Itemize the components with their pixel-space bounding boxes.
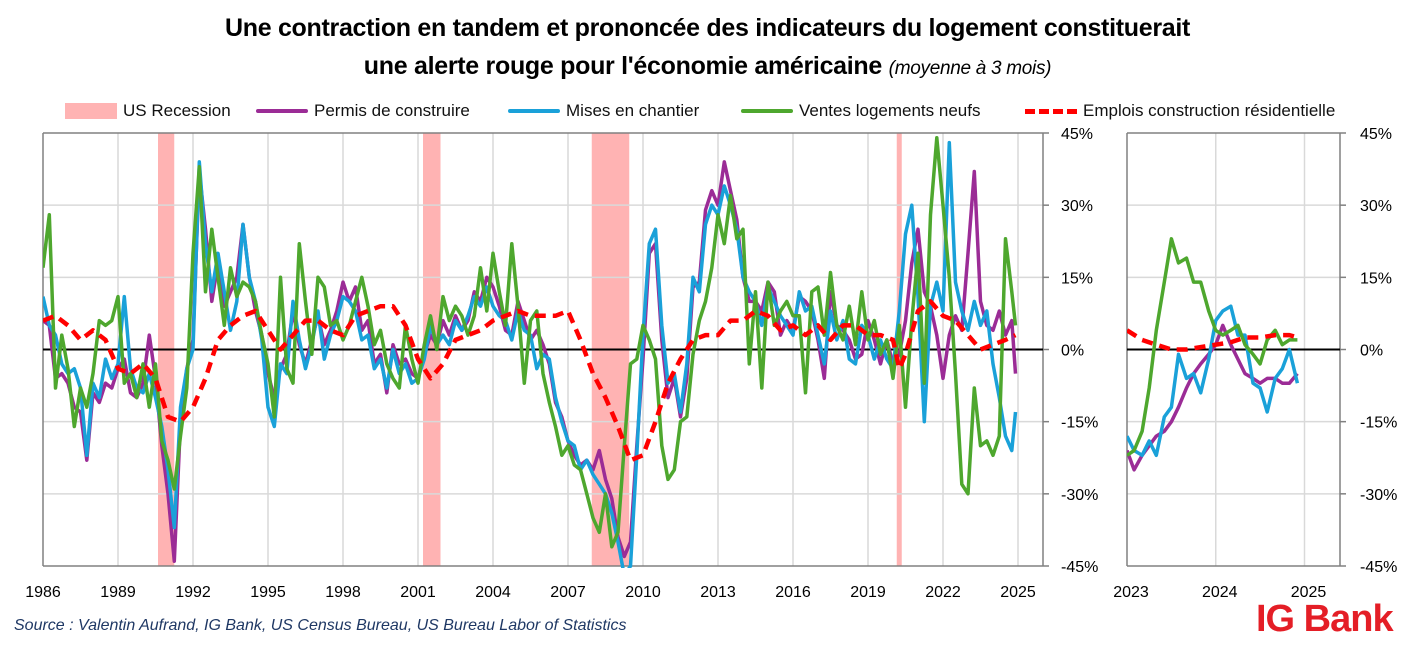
legend-item-mises: Mises en chantier [508, 99, 699, 123]
y-tick-label: -45% [1360, 559, 1397, 576]
y-tick-label: 45% [1061, 126, 1093, 143]
chart-title-line2: une alerte rouge pour l'économie américa… [0, 52, 1415, 81]
y-tick-label: 0% [1360, 343, 1383, 360]
x-tick-label: 2025 [1000, 584, 1036, 601]
inset-chart: 45% 30% 15% 0% -15% -30% -45% 2023 2024 2025 [1113, 126, 1397, 601]
y-tick-label: -15% [1061, 415, 1098, 432]
legend-swatch-permis [256, 109, 308, 113]
legend-label: Ventes logements neufs [799, 101, 981, 120]
x-tick-label: 2013 [700, 584, 736, 601]
y-tick-label: 45% [1360, 126, 1392, 143]
x-tick-label: 1995 [250, 584, 286, 601]
legend-item-ventes: Ventes logements neufs [741, 99, 980, 123]
x-tick-label: 2004 [475, 584, 511, 601]
legend-label: Permis de construire [314, 101, 470, 120]
legend-swatch-recession [65, 103, 117, 119]
legend-label: Mises en chantier [566, 101, 700, 120]
x-tick-label: 2023 [1113, 584, 1149, 601]
y-tick-label: 30% [1360, 198, 1392, 215]
x-tick-label: 2001 [400, 584, 436, 601]
chart-subtitle: (moyenne à 3 mois) [888, 58, 1052, 79]
y-tick-label: -45% [1061, 559, 1098, 576]
series-line-ventes [43, 136, 1018, 549]
y-tick-label: -30% [1360, 487, 1397, 504]
series-line-emplois [1127, 328, 1299, 352]
source-note: Source : Valentin Aufrand, IG Bank, US C… [14, 617, 627, 634]
y-tick-label: 30% [1061, 198, 1093, 215]
legend-label: US Recession [123, 101, 231, 120]
legend-item-recession: US Recession [65, 99, 231, 123]
y-tick-label: 15% [1360, 270, 1392, 287]
x-tick-label: 2007 [550, 584, 586, 601]
x-tick-label: 1998 [325, 584, 361, 601]
brand-logo: IG Bank [1256, 598, 1394, 640]
y-tick-label: 0% [1061, 343, 1084, 360]
x-tick-label: 1989 [100, 584, 136, 601]
legend-swatch-ventes [741, 109, 793, 113]
main-chart: 45% 30% 15% 0% -15% -30% -45% 1986 1989 1992 1995 1… [25, 126, 1098, 601]
x-tick-label: 2019 [850, 584, 886, 601]
legend: US Recession Permis de construire Mises … [0, 99, 1415, 123]
x-tick-label: 1986 [25, 584, 61, 601]
series-line-emplois [43, 299, 1017, 463]
legend-item-emplois: Emplois construction résidentielle [1025, 99, 1335, 123]
legend-swatch-mises [508, 109, 560, 113]
x-tick-label: 2024 [1202, 584, 1238, 601]
series-line-mises [1127, 304, 1300, 458]
y-tick-label: 15% [1061, 270, 1093, 287]
x-tick-label: 2016 [775, 584, 811, 601]
chart-title-main: une alerte rouge pour l'économie américa… [363, 52, 883, 80]
x-tick-label: 1992 [175, 584, 211, 601]
legend-item-permis: Permis de construire [256, 99, 470, 123]
legend-swatch-emplois [1025, 108, 1077, 114]
y-tick-label: -15% [1360, 415, 1397, 432]
y-tick-label: -30% [1061, 487, 1098, 504]
chart-title-line1: Une contraction en tandem et prononcée d… [224, 14, 1191, 42]
legend-label: Emplois construction résidentielle [1083, 101, 1336, 120]
x-tick-label: 2010 [625, 584, 661, 601]
x-tick-label: 2025 [1291, 584, 1327, 601]
x-tick-label: 2022 [925, 584, 961, 601]
